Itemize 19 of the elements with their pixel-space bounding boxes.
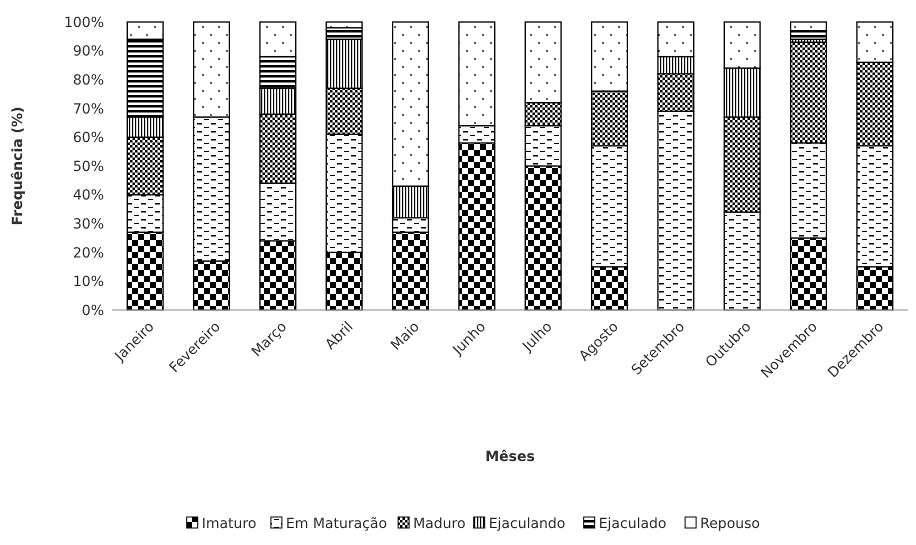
y-tick-label: 80%	[72, 72, 104, 88]
y-tick-label: 100%	[64, 14, 104, 31]
legend-label: Imaturo	[202, 516, 256, 532]
y-tick-label: 50%	[72, 158, 104, 175]
legend-label: Ejaculando	[488, 516, 566, 532]
y-tick-label: 90%	[72, 44, 104, 60]
legend-label: Maduro	[413, 516, 466, 532]
x-axis-title: Mêses	[485, 449, 535, 465]
y-axis-title: Frequência (%)	[10, 106, 26, 226]
y-tick-label: 60%	[72, 130, 104, 146]
y-tick-label: 0%	[82, 302, 104, 319]
y-tick-label: 40%	[72, 188, 104, 204]
y-tick-label: 20%	[72, 245, 104, 262]
y-tick-label: 70%	[72, 101, 104, 118]
legend-label: Ejaculado	[598, 516, 667, 532]
legend-label: Repouso	[700, 516, 760, 532]
y-tick-label: 10%	[72, 274, 104, 290]
legend-label: Em Maturação	[286, 516, 388, 532]
y-tick-label: 30%	[72, 216, 104, 232]
